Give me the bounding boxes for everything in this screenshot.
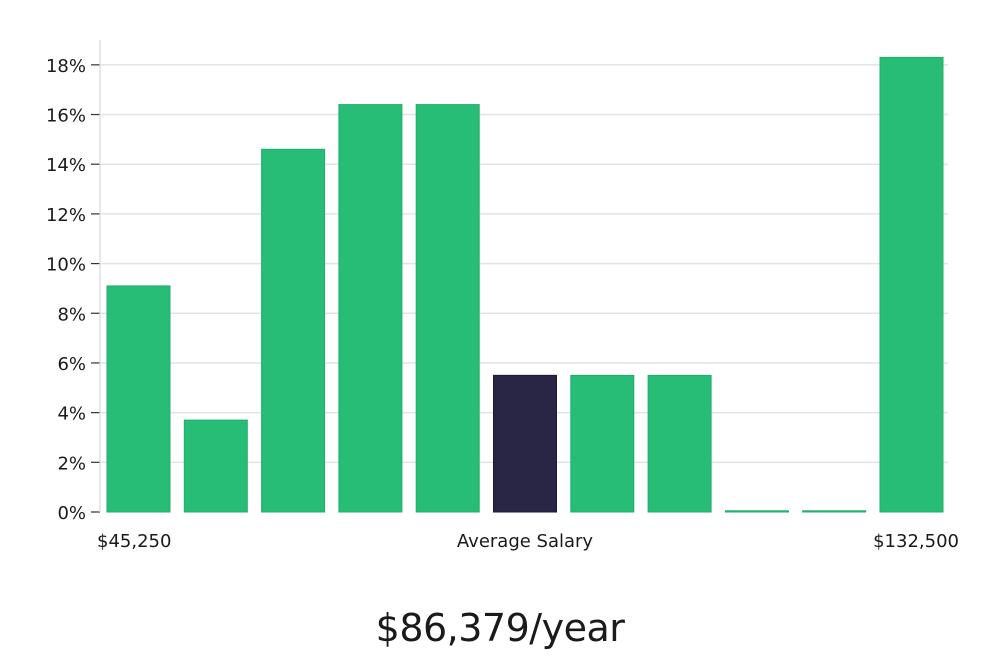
bar	[338, 104, 403, 513]
x-label-max: $132,500	[873, 531, 959, 552]
y-tick-label: 12%	[46, 205, 86, 226]
bar	[879, 56, 944, 513]
y-tick-label: 8%	[57, 304, 86, 325]
y-tick-label: 18%	[46, 56, 86, 77]
x-label-min: $45,250	[97, 531, 171, 552]
grid-lines	[100, 64, 948, 464]
salary-histogram: 0% 2% 4% 6% 8% 10% 12% 14% 16% 18% $45,250 Averag…	[46, 40, 959, 552]
bar	[647, 374, 712, 513]
y-tick-label: 4%	[57, 404, 86, 425]
y-tick-label: 2%	[57, 453, 86, 474]
bar	[724, 510, 789, 513]
bar-average-salary	[493, 374, 557, 513]
bar	[106, 285, 171, 513]
y-tick-label: 6%	[57, 354, 86, 375]
bar	[802, 510, 867, 513]
y-tick-label: 10%	[46, 255, 86, 276]
bar	[183, 419, 248, 513]
bars	[106, 56, 944, 513]
x-label-average: Average Salary	[457, 531, 594, 552]
y-tick-label: 0%	[57, 503, 86, 524]
bar	[415, 104, 480, 513]
bar	[261, 148, 326, 513]
bar	[570, 374, 635, 513]
y-axis-ticks: 0% 2% 4% 6% 8% 10% 12% 14% 16% 18%	[46, 56, 100, 524]
y-tick-label: 14%	[46, 155, 86, 176]
average-salary-value: $86,379/year	[375, 606, 625, 650]
y-tick-label: 16%	[46, 106, 86, 127]
